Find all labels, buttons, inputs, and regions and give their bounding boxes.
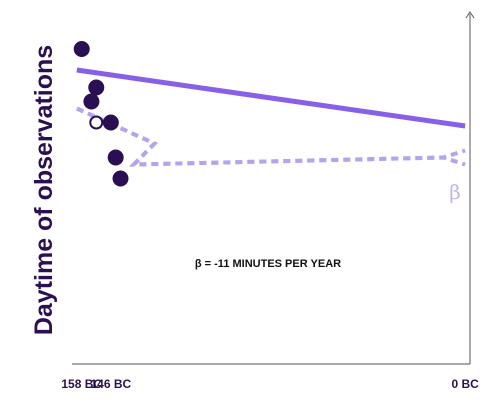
y-axis-arrow-icon: [465, 11, 475, 19]
data-point: [112, 170, 129, 187]
axes: [72, 11, 475, 365]
data-point-open: [89, 115, 104, 130]
data-point: [73, 41, 90, 57]
slope-annotation: β = -11 MINUTES PER YEAR: [195, 258, 341, 270]
x-tick-label: 0 BC: [451, 377, 479, 391]
data-point: [88, 79, 105, 96]
fit-line: [76, 67, 466, 129]
band-lower-line: [76, 106, 466, 167]
fit-line-group: [76, 67, 466, 129]
x-tick-label: 146 BC: [90, 377, 131, 391]
y-axis-label: Daytime of observations: [30, 45, 58, 335]
confidence-band: [76, 106, 466, 167]
x-tick-label: 158 BC: [61, 377, 102, 391]
data-point: [107, 149, 124, 166]
data-point: [83, 93, 100, 110]
data-points: [73, 41, 129, 187]
band-label: β: [449, 180, 461, 204]
data-point: [102, 114, 119, 131]
